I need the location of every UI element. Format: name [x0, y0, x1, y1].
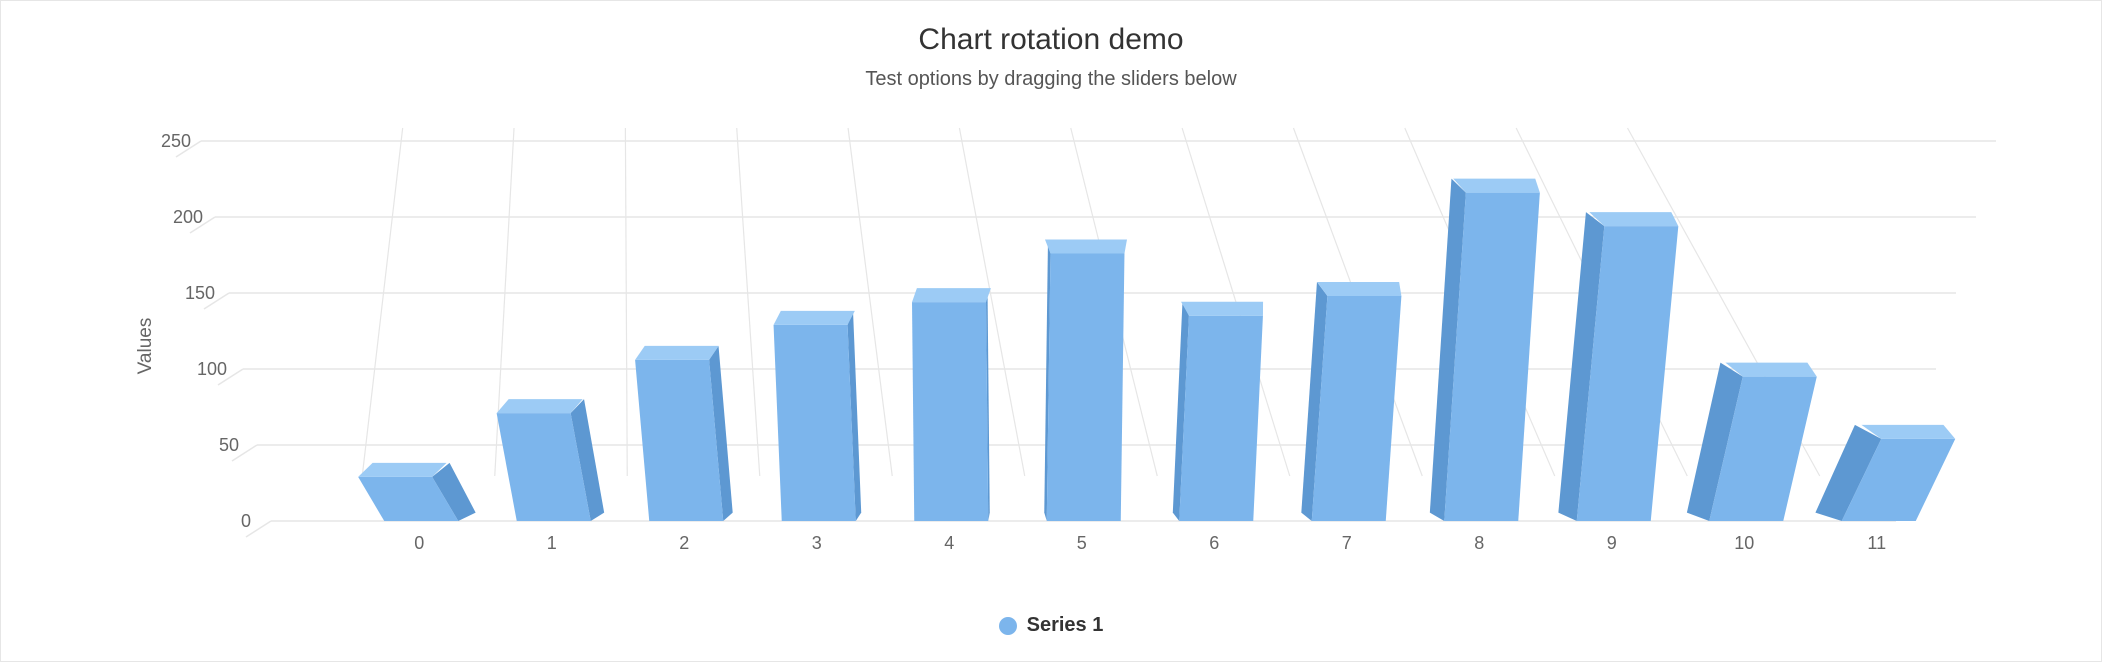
- grid-line-edge-50: [231, 444, 258, 462]
- x-tick-label-2: 2: [679, 533, 689, 553]
- grid-line-edge-0: [245, 520, 272, 538]
- x-tick-label-6: 6: [1209, 533, 1219, 553]
- bar-front-4: [912, 302, 989, 521]
- bar-0: [358, 462, 476, 521]
- bar-front-2: [635, 359, 724, 521]
- y-axis-title: Values: [135, 318, 156, 375]
- bar-side-9: [1558, 212, 1605, 521]
- x-tick-label-8: 8: [1474, 533, 1484, 553]
- bar-side-10: [1686, 362, 1743, 521]
- bar-front-11: [1841, 438, 1956, 521]
- grid-line-edge-150: [203, 292, 230, 310]
- bar-side-2: [709, 345, 733, 521]
- bar-side-1: [570, 399, 605, 521]
- bar-3: [773, 310, 862, 521]
- y-tick-label-250: 250: [161, 131, 191, 151]
- bar-side-7: [1301, 282, 1328, 521]
- bar-side-8: [1429, 178, 1466, 521]
- x-tick-label-7: 7: [1342, 533, 1352, 553]
- bar-top-2: [635, 345, 719, 360]
- bar-5: [1044, 239, 1127, 522]
- bar-side-3: [847, 310, 862, 521]
- bar-2: [635, 345, 733, 521]
- y-tick-label-200: 200: [173, 207, 203, 227]
- x-tick-labels: 0 1 2 3 4 5 6 7 8 9 10 11: [414, 533, 1886, 553]
- bar-top-4: [912, 288, 991, 303]
- bar-front-5: [1046, 253, 1125, 522]
- bar-front-0: [358, 476, 459, 521]
- legend[interactable]: Series 1: [1, 614, 2101, 637]
- y-tick-labels: 0 50 100 150 200 250: [161, 131, 251, 531]
- bar-front-7: [1311, 296, 1402, 521]
- bar-1: [496, 399, 605, 521]
- bar-9: [1558, 212, 1679, 521]
- bar-front-9: [1576, 226, 1679, 521]
- bar-top-9: [1589, 212, 1679, 227]
- y-tick-label-0: 0: [241, 511, 251, 531]
- bar-6: [1172, 301, 1264, 521]
- bar-top-8: [1453, 178, 1540, 193]
- grid-line-edge-200: [189, 216, 216, 234]
- bar-top-10: [1725, 362, 1817, 377]
- grid-depth-line-0: [361, 127, 404, 477]
- y-tick-label-150: 150: [185, 283, 215, 303]
- chart-subtitle: Test options by dragging the sliders bel…: [865, 68, 1237, 90]
- x-tick-label-0: 0: [414, 533, 424, 553]
- bar-side-5: [1044, 239, 1051, 522]
- y-tick-label-50: 50: [219, 435, 239, 455]
- x-tick-label-3: 3: [812, 533, 822, 553]
- grid-line-edge-100: [217, 368, 244, 386]
- legend-label-series-1[interactable]: Series 1: [1026, 614, 1104, 636]
- x-tick-label-1: 1: [547, 533, 557, 553]
- y-tick-label-100: 100: [197, 359, 227, 379]
- bar-front-1: [496, 413, 591, 521]
- bar-side-0: [432, 462, 476, 521]
- bar-front-10: [1709, 376, 1817, 521]
- grid-depth-line-5: [958, 127, 1026, 477]
- grid-depth-line-4: [847, 127, 893, 477]
- bar-side-6: [1172, 301, 1189, 521]
- bar-front-8: [1444, 192, 1540, 521]
- bar-7: [1301, 282, 1402, 521]
- grid-depth-line-2: [624, 127, 628, 477]
- x-tick-label-10: 10: [1734, 533, 1754, 553]
- bar-top-5: [1044, 239, 1127, 254]
- bar-front-6: [1179, 315, 1263, 521]
- bar-8: [1429, 178, 1540, 521]
- bar-side-11: [1815, 424, 1882, 521]
- grid-depth-line-3: [736, 127, 761, 477]
- bar-top-11: [1861, 424, 1956, 439]
- bars-layer: [358, 178, 1956, 522]
- bar-4: [912, 288, 991, 521]
- grid-line-edge-250: [175, 140, 202, 158]
- chart-title: Chart rotation demo: [918, 23, 1184, 56]
- bar-11: [1815, 424, 1956, 521]
- legend-marker-series-1: [998, 616, 1017, 635]
- bar-top-1: [496, 399, 583, 414]
- x-tick-label-4: 4: [944, 533, 954, 553]
- bar-front-3: [773, 324, 856, 521]
- x-tick-label-5: 5: [1077, 533, 1087, 553]
- bar-top-0: [358, 462, 447, 477]
- bar-10: [1686, 362, 1817, 521]
- bar-top-6: [1181, 301, 1264, 316]
- bar-top-3: [773, 310, 855, 325]
- x-tick-label-9: 9: [1607, 533, 1617, 553]
- bar-side-4: [986, 288, 990, 521]
- x-tick-label-11: 11: [1867, 533, 1886, 553]
- bar-top-7: [1317, 282, 1402, 297]
